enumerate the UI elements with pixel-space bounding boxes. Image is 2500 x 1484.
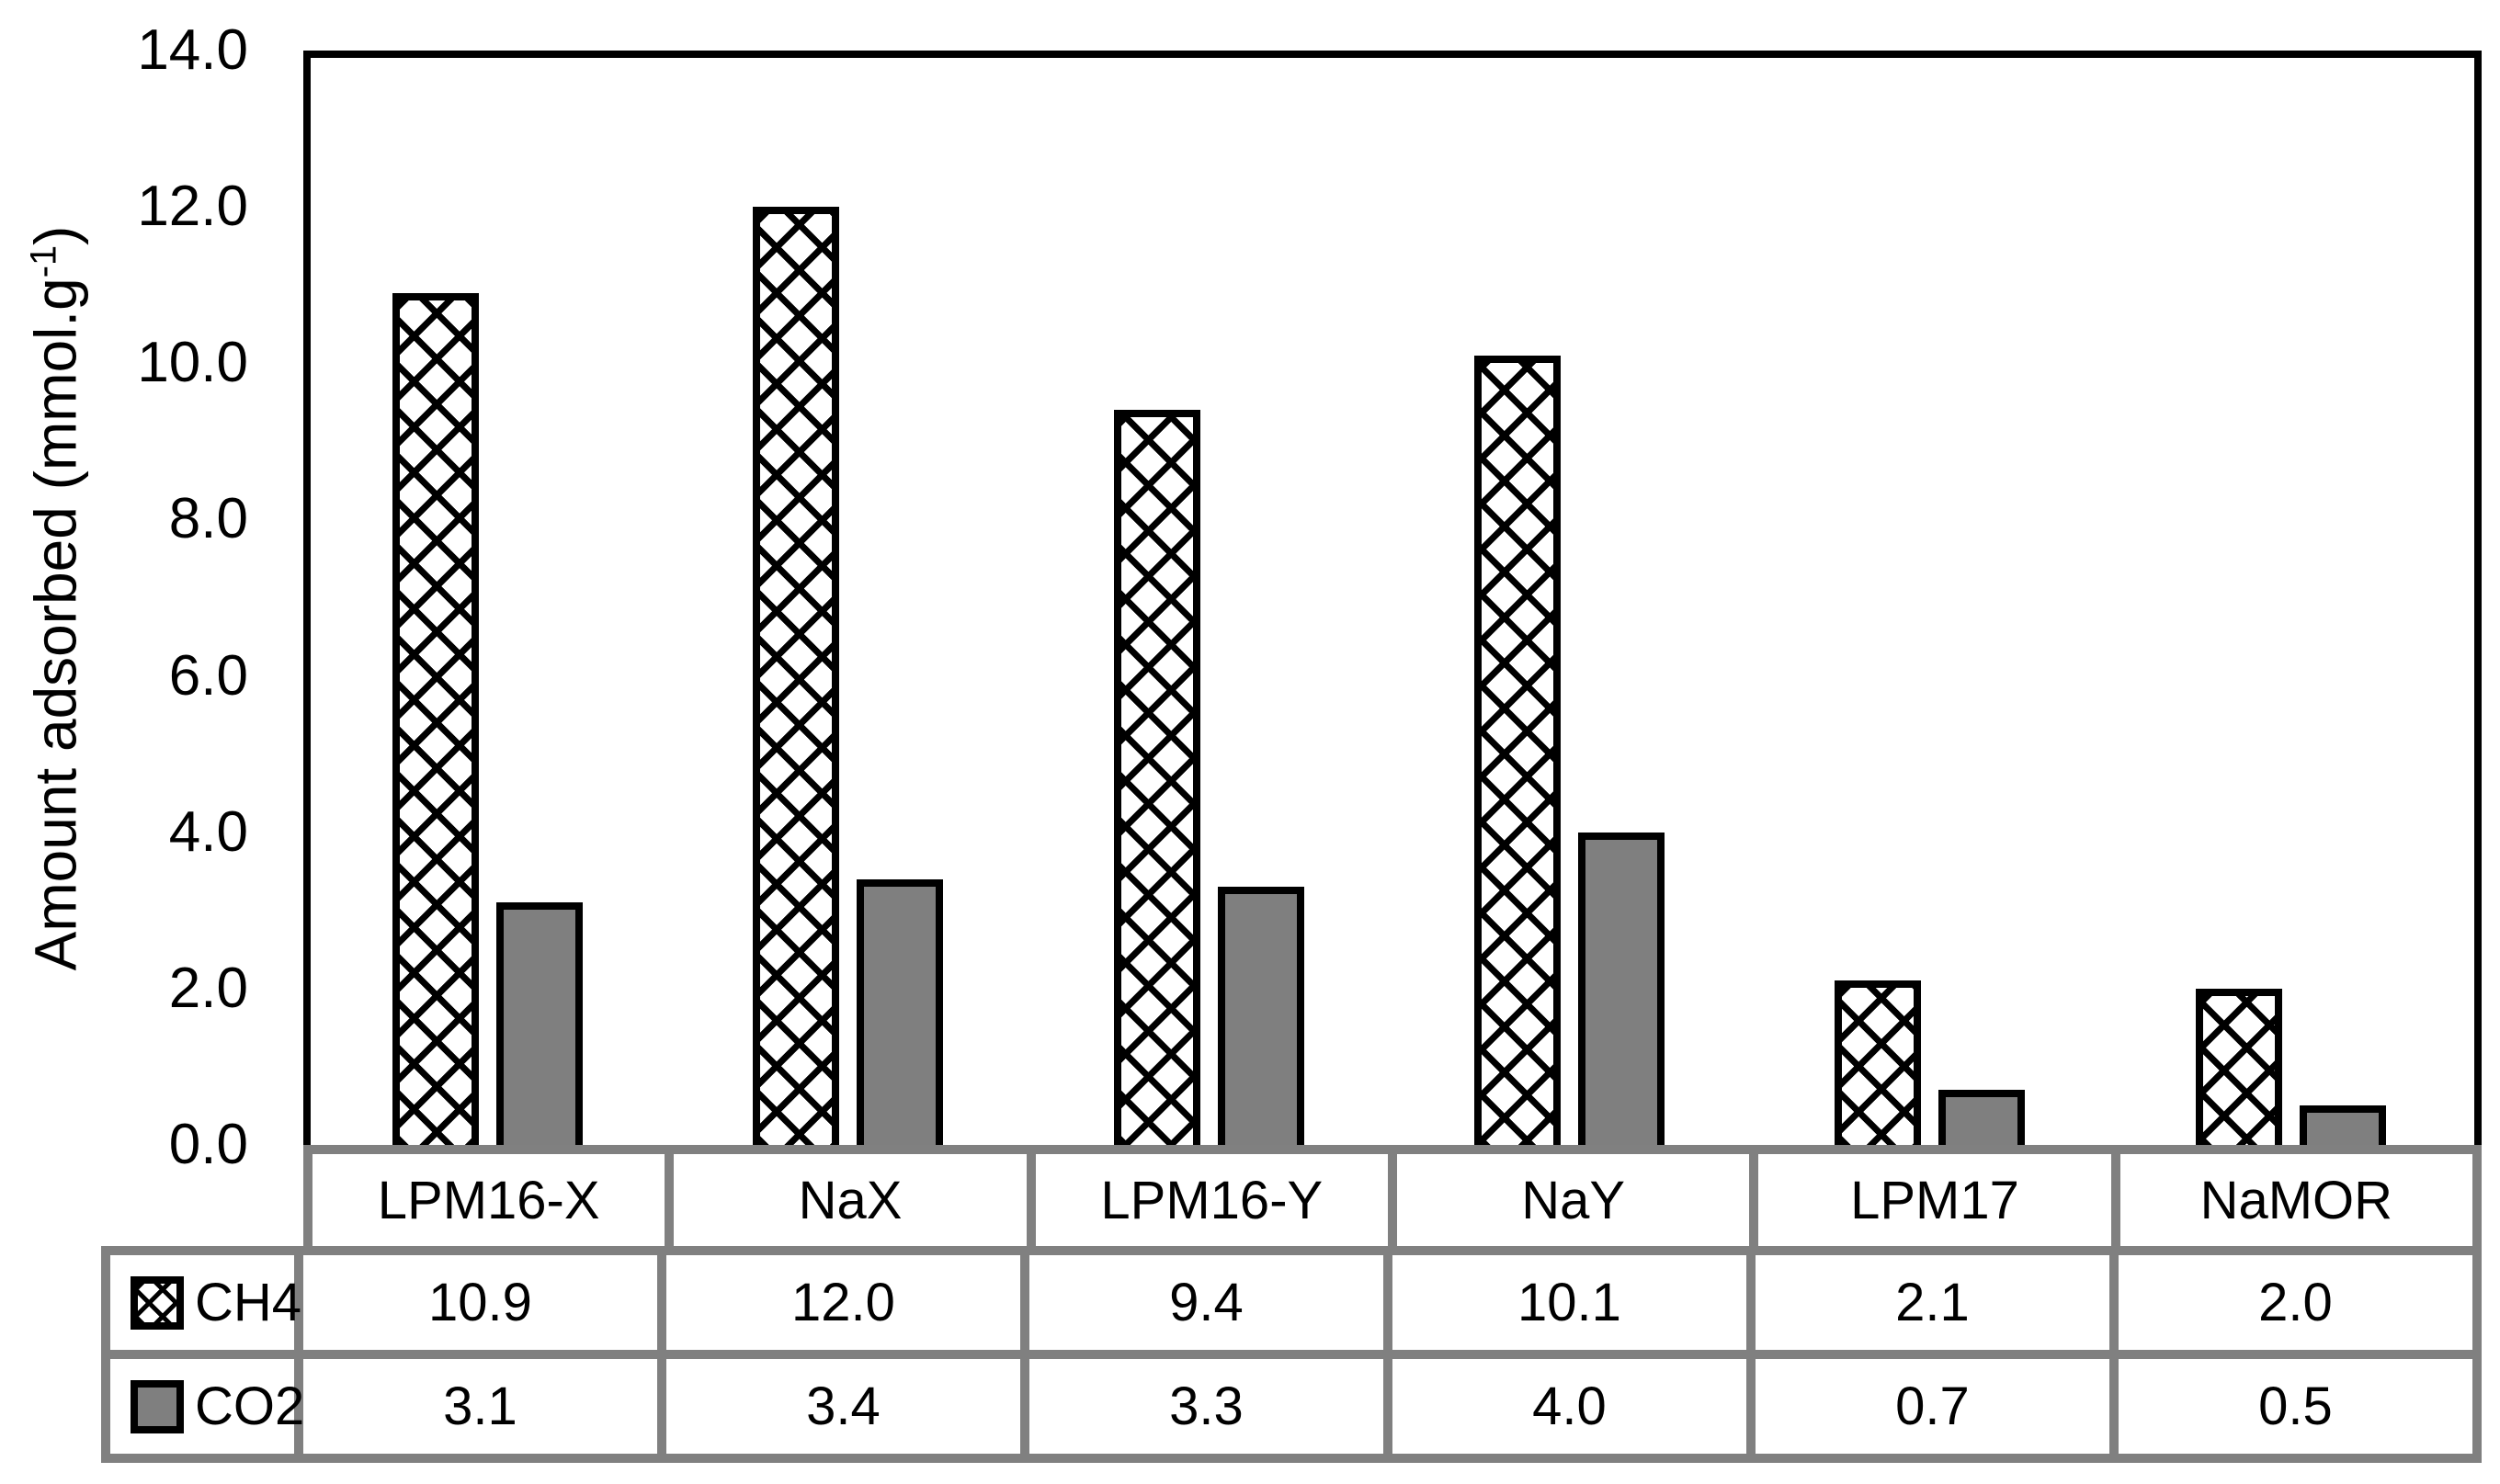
category-label-namor: NaMOR <box>2199 1170 2393 1230</box>
y-tick-label: 0.0 <box>168 1113 248 1176</box>
value-cell-ch4-nay: 10.1 <box>1392 1255 1756 1350</box>
y-tick-label: 2.0 <box>168 957 248 1020</box>
table-row-ch4: CH4 10.9 12.0 9.4 10.1 2.1 2.0 <box>110 1255 2472 1359</box>
value-cell-co2-nax: 3.4 <box>666 1359 1029 1454</box>
value-cell-ch4-namor: 2.0 <box>2258 1273 2333 1332</box>
bar-ch4-nay <box>1474 356 1561 1145</box>
y-tick-label: 10.0 <box>137 331 248 394</box>
value-cell-co2-lpm16-x: 3.1 <box>303 1359 666 1454</box>
bar-ch4-lpm16-y <box>1114 410 1200 1145</box>
bar-ch4-lpm17 <box>1835 980 1921 1145</box>
value-cell-co2-lpm16-y: 3.3 <box>1029 1359 1392 1454</box>
category-header-row: LPM16-X NaX LPM16-Y NaY LPM17 NaMOR <box>303 1145 2482 1246</box>
bar-ch4-nax <box>753 207 839 1145</box>
bar-ch4-namor <box>2196 989 2282 1145</box>
bar-co2-lpm17 <box>1938 1090 2025 1145</box>
y-tick-label: 4.0 <box>168 800 248 864</box>
value-cell-co2-lpm17: 0.7 <box>1756 1359 2119 1454</box>
category-label-lpm16-y: LPM16-Y <box>1036 1154 1397 1246</box>
table-row-co2: CO2 3.1 3.4 3.3 4.0 0.7 0.5 <box>110 1359 2472 1454</box>
series-label: CH4 <box>195 1273 302 1332</box>
y-axis-title-superscript: -1 <box>23 244 64 278</box>
bar-co2-nax <box>857 879 943 1145</box>
bar-co2-nay <box>1578 833 1665 1145</box>
legend-cell-ch4: CH4 <box>110 1255 303 1350</box>
co2-swatch-icon <box>131 1379 184 1433</box>
value-cell-ch4-nax: 12.0 <box>666 1255 1029 1350</box>
y-tick-label: 12.0 <box>137 175 248 238</box>
category-label-nax: NaX <box>674 1154 1036 1246</box>
y-tick-label: 8.0 <box>168 487 248 550</box>
bar-co2-lpm16-y <box>1218 887 1304 1145</box>
ch4-swatch-icon <box>131 1275 184 1330</box>
value-cell-ch4-lpm17: 2.1 <box>1756 1255 2119 1350</box>
category-label-lpm17: LPM17 <box>1758 1154 2120 1246</box>
value-cell-co2-nay: 4.0 <box>1392 1359 1756 1454</box>
bar-co2-lpm16-x <box>496 902 583 1145</box>
data-table: CH4 10.9 12.0 9.4 10.1 2.1 2.0 CO2 3.1 3.4 3.3 4.0 0… <box>101 1246 2482 1463</box>
category-label-lpm16-x: LPM16-X <box>312 1154 675 1246</box>
category-label-nay: NaY <box>1397 1154 1759 1246</box>
series-label: CO2 <box>195 1376 305 1436</box>
value-cell-ch4-lpm16-x: 10.9 <box>303 1255 666 1350</box>
value-cell-co2-namor: 0.5 <box>2258 1376 2333 1436</box>
y-tick-label: 14.0 <box>137 18 248 82</box>
bar-co2-namor <box>2300 1105 2386 1145</box>
bar-ch4-lpm16-x <box>392 293 479 1145</box>
legend-cell-co2: CO2 <box>110 1359 305 1454</box>
y-tick-label: 6.0 <box>168 644 248 708</box>
plot-area <box>303 51 2482 1145</box>
value-cell-ch4-lpm16-y: 9.4 <box>1029 1255 1392 1350</box>
